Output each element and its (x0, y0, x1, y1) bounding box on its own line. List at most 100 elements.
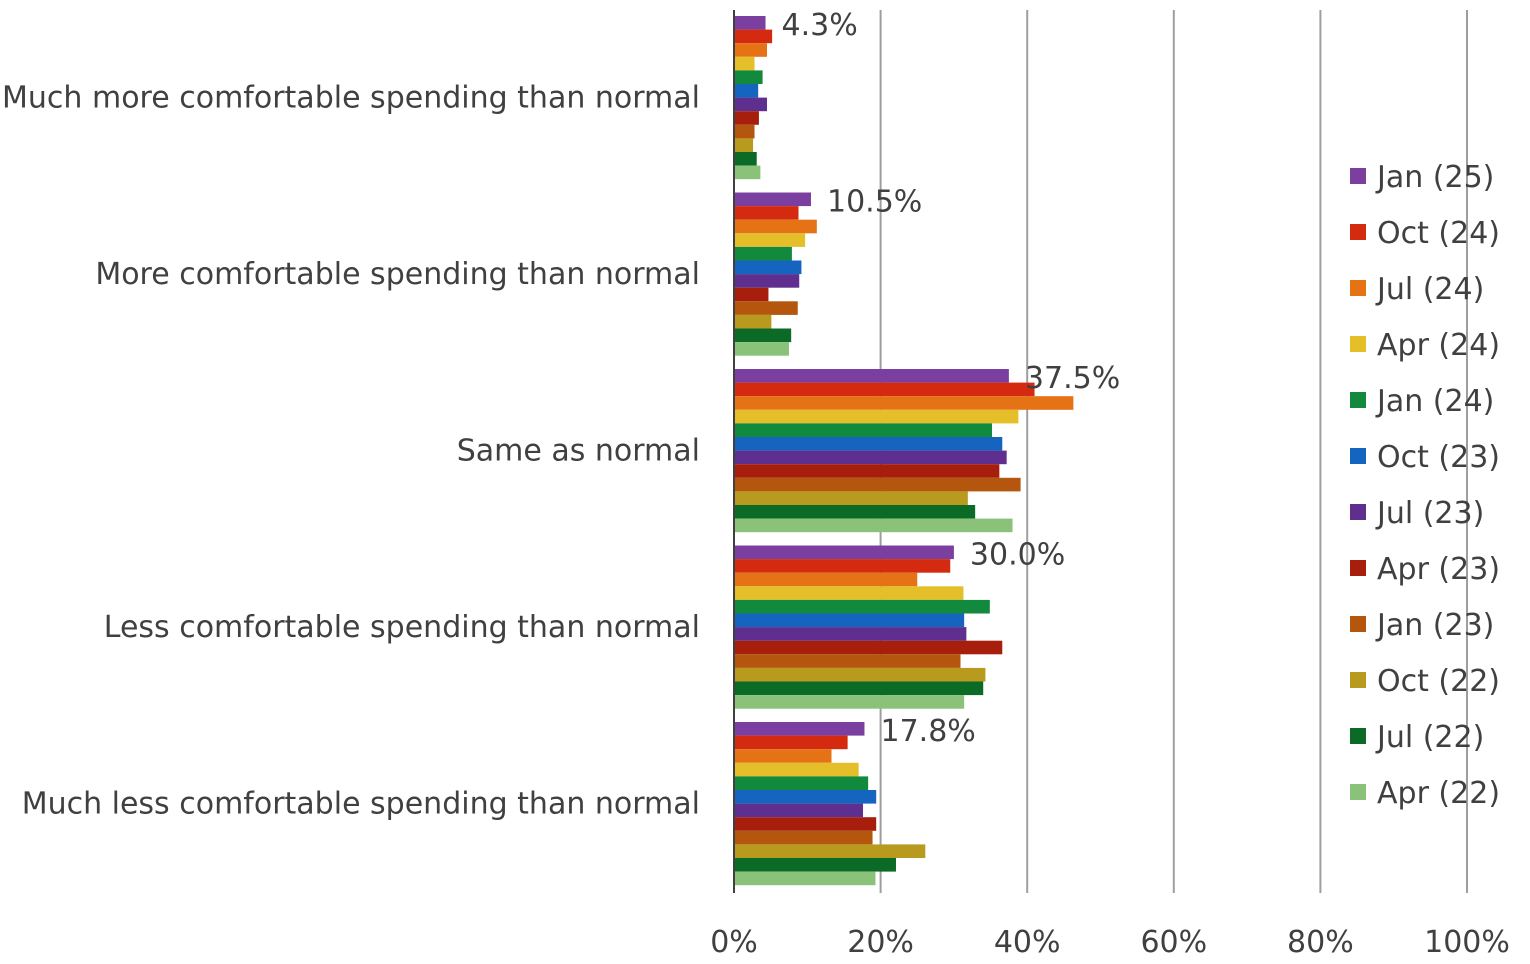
bar (734, 342, 789, 356)
bar (734, 192, 811, 207)
bar (734, 817, 877, 831)
legend-label: Jul (22) (1375, 720, 1484, 755)
bar (734, 599, 990, 614)
bar (734, 640, 1003, 655)
bar (734, 776, 869, 790)
bar (734, 722, 865, 736)
legend-swatch (1350, 784, 1366, 800)
axes: 0% 20% 40% 60% 80% 100% Much more comfortable … (2, 10, 1510, 960)
category-label: Same as normal (457, 434, 700, 469)
bar (734, 735, 848, 750)
bar (734, 233, 806, 247)
bar (734, 572, 918, 587)
bar (734, 70, 763, 84)
bar (734, 97, 767, 112)
bar (734, 803, 864, 818)
legend-label: Jan (24) (1375, 384, 1494, 419)
bar (734, 681, 984, 696)
legend-label: Oct (22) (1377, 664, 1500, 699)
data-labels: 4.3% 10.5% 37.5% 30.0% 17.8% (782, 8, 1121, 749)
bar (734, 654, 961, 668)
bar (734, 246, 792, 261)
x-tick-label: 100% (1424, 925, 1510, 959)
data-label: 4.3% (782, 8, 858, 43)
bar (734, 749, 832, 763)
x-tick-label: 20% (847, 925, 914, 959)
category-label: Less comfortable spending than normal (104, 610, 700, 645)
legend-label: Apr (23) (1377, 552, 1500, 587)
bar (734, 667, 986, 682)
bar (734, 43, 767, 57)
bar (734, 152, 757, 166)
bar (734, 84, 759, 98)
x-tick-label: 40% (994, 925, 1061, 959)
bar (734, 559, 951, 573)
bar (734, 260, 802, 275)
bar (734, 613, 965, 628)
legend-swatch (1350, 392, 1366, 408)
bar (734, 206, 799, 220)
gridlines (879, 10, 1468, 893)
bar (734, 314, 772, 329)
legend-label: Oct (24) (1377, 216, 1500, 251)
legend-swatch (1350, 336, 1366, 352)
bar (734, 29, 773, 44)
bar (734, 409, 1019, 424)
bar (734, 586, 964, 600)
bars (734, 16, 1074, 886)
legend-label: Apr (22) (1377, 776, 1500, 811)
bar (734, 858, 896, 872)
bar (734, 369, 1009, 383)
legend-label: Jan (23) (1375, 608, 1494, 643)
x-tick-label: 0% (710, 925, 758, 959)
legend-label: Jan (25) (1375, 160, 1494, 195)
bar (734, 450, 1007, 465)
bar (734, 505, 976, 519)
category-label: Much less comfortable spending than norm… (22, 787, 700, 822)
bar (734, 219, 817, 234)
bar (734, 491, 968, 505)
legend-label: Apr (24) (1377, 328, 1500, 363)
bar (734, 518, 1013, 533)
x-tick-label: 60% (1140, 925, 1207, 959)
bar (734, 301, 798, 315)
data-label: 37.5% (1025, 361, 1120, 396)
bar (734, 382, 1035, 397)
bar (734, 56, 755, 71)
bar (734, 274, 800, 288)
legend-swatch (1350, 728, 1366, 744)
bar (734, 111, 759, 125)
bar (734, 437, 1003, 451)
legend-label: Jul (24) (1375, 272, 1484, 307)
category-label: More comfortable spending than normal (95, 257, 700, 292)
bar (734, 138, 754, 152)
legend-swatch (1350, 168, 1366, 184)
bar (734, 396, 1074, 410)
legend-swatch (1350, 224, 1366, 240)
bar (734, 830, 873, 845)
bar (734, 762, 859, 777)
category-label: Much more comfortable spending than norm… (2, 81, 700, 116)
bar (734, 423, 993, 437)
data-label: 17.8% (881, 714, 976, 749)
data-label: 10.5% (827, 185, 922, 220)
bar (734, 328, 792, 343)
bar (734, 871, 876, 886)
legend-swatch (1350, 280, 1366, 296)
legend: Jan (25) Oct (24) Jul (24) Apr (24) Jan (24)… (1350, 160, 1500, 811)
bar (734, 545, 954, 560)
bar (734, 695, 965, 709)
bar (734, 790, 877, 804)
bar (734, 165, 761, 180)
legend-swatch (1350, 560, 1366, 576)
bar (734, 477, 1021, 492)
legend-swatch (1350, 448, 1366, 464)
bar (734, 844, 926, 858)
bar (734, 16, 766, 30)
legend-swatch (1350, 616, 1366, 632)
legend-swatch (1350, 504, 1366, 520)
bar (734, 124, 755, 139)
legend-label: Oct (23) (1377, 440, 1500, 475)
